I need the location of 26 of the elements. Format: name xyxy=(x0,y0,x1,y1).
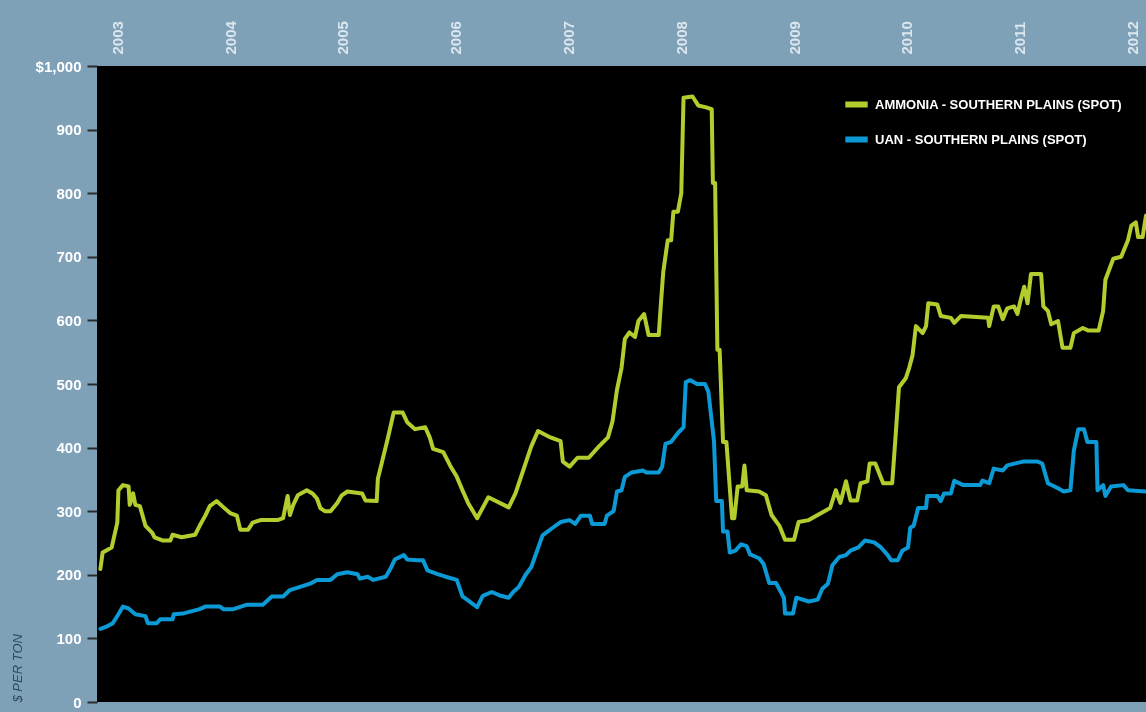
x-tick-label: 2006 xyxy=(447,21,465,55)
x-tick-label: 2011 xyxy=(1011,21,1029,55)
x-tick-label: 2007 xyxy=(559,21,577,55)
y-tick-label: 300 xyxy=(56,502,82,520)
x-tick-label: 2004 xyxy=(221,20,239,55)
x-tick-label: 2012 xyxy=(1123,21,1141,55)
y-tick-label: 800 xyxy=(56,184,82,202)
x-tick-label: 2010 xyxy=(898,21,916,55)
x-tick-label: 2008 xyxy=(672,21,690,55)
line-series xyxy=(98,378,1146,631)
legend-label: AMMONIA - SOUTHERN PLAINS (SPOT) xyxy=(875,96,1122,112)
y-tick-label: 100 xyxy=(56,629,82,647)
y-tick-label: 500 xyxy=(56,375,82,393)
y-tick-label: 600 xyxy=(56,311,82,329)
y-tick-label: 0 xyxy=(73,693,82,711)
line-series xyxy=(98,94,1146,572)
y-tick-label: $1,000 xyxy=(35,57,82,75)
y-tick-label: 400 xyxy=(56,439,82,457)
y-tick-label: 700 xyxy=(56,248,82,266)
x-tick-label: 2009 xyxy=(785,21,803,55)
y-axis-title: $ PER TON xyxy=(9,633,25,704)
x-tick-label: 2005 xyxy=(334,21,352,55)
legend-label: UAN - SOUTHERN PLAINS (SPOT) xyxy=(875,131,1087,147)
x-tick-label: 2003 xyxy=(108,21,126,55)
y-tick-label: 200 xyxy=(56,566,82,584)
y-tick-label: 900 xyxy=(56,121,82,139)
